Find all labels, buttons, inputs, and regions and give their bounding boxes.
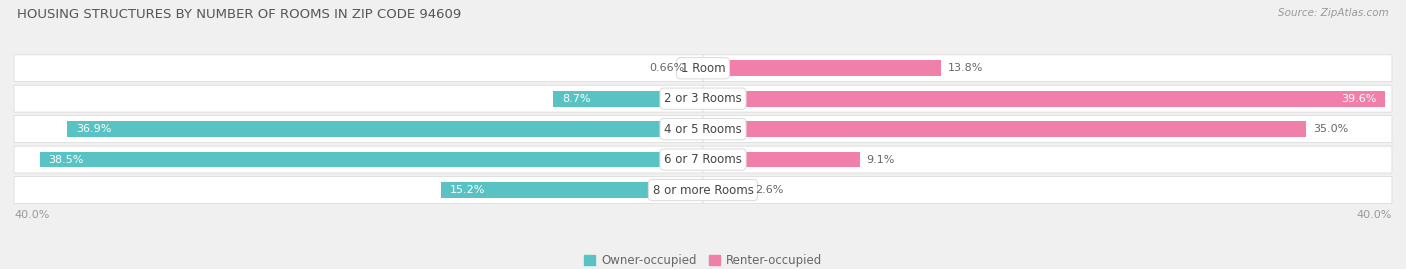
Text: 9.1%: 9.1% <box>866 155 896 165</box>
FancyBboxPatch shape <box>14 116 703 143</box>
Bar <box>703 152 859 168</box>
FancyBboxPatch shape <box>703 177 1392 203</box>
Text: 8.7%: 8.7% <box>562 94 591 104</box>
Bar <box>441 182 703 198</box>
FancyBboxPatch shape <box>14 85 703 112</box>
Text: 39.6%: 39.6% <box>1341 94 1376 104</box>
FancyBboxPatch shape <box>703 55 1392 82</box>
Text: 2.6%: 2.6% <box>755 185 783 195</box>
Bar <box>703 121 1306 137</box>
Text: 36.9%: 36.9% <box>76 124 111 134</box>
Bar <box>553 91 703 107</box>
FancyBboxPatch shape <box>703 146 1392 173</box>
FancyBboxPatch shape <box>703 116 1392 143</box>
FancyBboxPatch shape <box>14 146 703 173</box>
Text: 40.0%: 40.0% <box>14 210 49 220</box>
Bar <box>703 182 748 198</box>
Text: 38.5%: 38.5% <box>48 155 84 165</box>
Bar <box>703 91 1385 107</box>
Text: 4 or 5 Rooms: 4 or 5 Rooms <box>664 123 742 136</box>
FancyBboxPatch shape <box>14 177 703 203</box>
Text: 15.2%: 15.2% <box>450 185 485 195</box>
FancyBboxPatch shape <box>703 85 1392 112</box>
Text: Source: ZipAtlas.com: Source: ZipAtlas.com <box>1278 8 1389 18</box>
Text: 35.0%: 35.0% <box>1313 124 1348 134</box>
FancyBboxPatch shape <box>14 55 703 82</box>
Bar <box>39 152 703 168</box>
Text: 8 or more Rooms: 8 or more Rooms <box>652 183 754 197</box>
Bar <box>67 121 703 137</box>
Text: 40.0%: 40.0% <box>1357 210 1392 220</box>
Bar <box>692 60 703 76</box>
Legend: Owner-occupied, Renter-occupied: Owner-occupied, Renter-occupied <box>579 249 827 269</box>
Text: 1 Room: 1 Room <box>681 62 725 75</box>
Text: HOUSING STRUCTURES BY NUMBER OF ROOMS IN ZIP CODE 94609: HOUSING STRUCTURES BY NUMBER OF ROOMS IN… <box>17 8 461 21</box>
Text: 0.66%: 0.66% <box>650 63 685 73</box>
Text: 2 or 3 Rooms: 2 or 3 Rooms <box>664 92 742 105</box>
Text: 13.8%: 13.8% <box>948 63 983 73</box>
Bar <box>703 60 941 76</box>
Text: 6 or 7 Rooms: 6 or 7 Rooms <box>664 153 742 166</box>
